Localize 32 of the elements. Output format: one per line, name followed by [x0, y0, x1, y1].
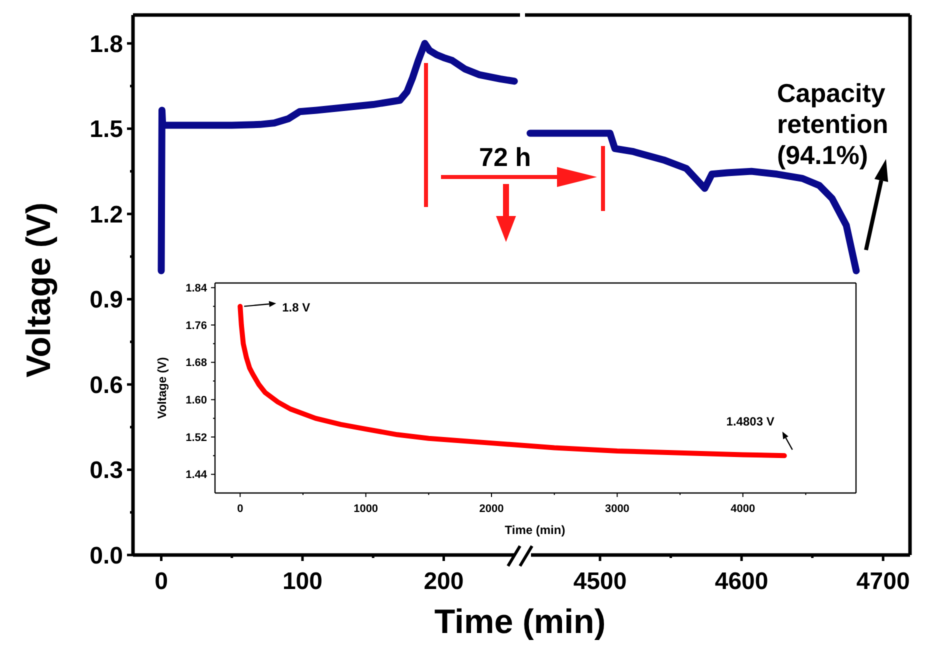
y-tick-label: 1.60: [186, 394, 207, 407]
x-tick-label: 200: [424, 568, 464, 595]
x-tick-label: 1000: [354, 503, 378, 515]
y-tick-label: 0.6: [90, 372, 123, 399]
x-axis-title: Time (min): [434, 603, 606, 641]
x-axis-title: Time (min): [504, 523, 566, 537]
annotation: 72 h: [478, 142, 532, 172]
x-tick-label: 4600: [714, 568, 768, 595]
x-tick-label: 0: [237, 503, 244, 515]
y-tick-label: 1.2: [90, 201, 123, 228]
y-tick-label: 1.44: [186, 469, 208, 482]
y-tick-label: 1.8: [90, 30, 123, 58]
x-tick-label: 0: [154, 568, 168, 595]
x-tick-label: 3000: [604, 503, 630, 515]
y-tick-label: 1.68: [186, 357, 207, 370]
annotation: 1.8 V: [282, 300, 310, 315]
x-tick-label: 100: [282, 568, 323, 595]
annotation: Capacity retention (94.1%): [777, 78, 888, 170]
y-tick-label: 0.3: [90, 457, 123, 484]
y-axis-title: Voltage (V): [155, 357, 170, 419]
y-tick-label: 1.76: [186, 320, 207, 332]
annotation: 1.4803 V: [726, 414, 774, 429]
y-tick-label: 0.0: [90, 542, 123, 570]
y-tick-label: 0.9: [90, 286, 123, 314]
y-tick-label: 1.52: [186, 432, 207, 444]
x-tick-label: 4700: [856, 568, 910, 595]
y-tick-label: 1.84: [186, 282, 208, 295]
x-tick-label: 4500: [573, 568, 627, 595]
y-axis-title: Voltage (V): [20, 202, 58, 378]
x-tick-label: 2000: [479, 503, 504, 515]
x-tick-label: 4000: [730, 503, 756, 515]
y-tick-label: 1.5: [90, 116, 123, 144]
